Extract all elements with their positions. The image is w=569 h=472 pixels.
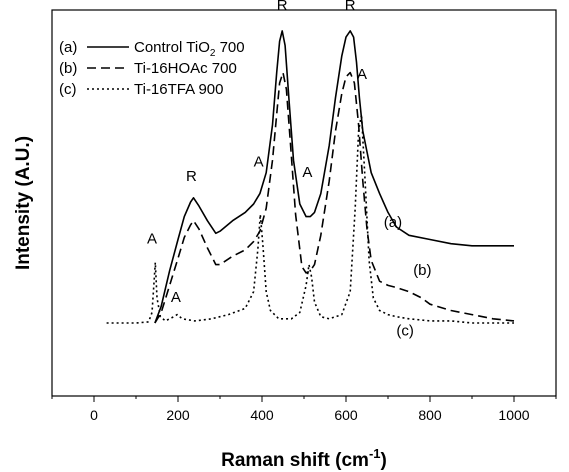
curve-label: (a) xyxy=(384,214,402,231)
y-axis-title: Intensity (A.U.) xyxy=(13,136,34,270)
peak-label: A xyxy=(171,289,181,306)
curve-label: (c) xyxy=(396,322,414,339)
x-axis-title: Raman shift (cm-1) xyxy=(221,446,387,471)
peak-label: R xyxy=(186,168,197,185)
x-tick-label: 800 xyxy=(418,407,442,423)
legend-prefix: (a) xyxy=(59,39,77,56)
peak-label: A xyxy=(357,66,367,83)
plot-axes: 0 200 400 600 800 1000 Raman shift (cm-1) Inten… xyxy=(13,9,557,471)
x-tick-label: 1000 xyxy=(498,407,529,423)
series-line-b xyxy=(154,71,515,324)
series-line-c xyxy=(106,113,514,324)
x-tick-label: 600 xyxy=(334,407,358,423)
legend-label: Ti-16TFA 900 xyxy=(134,81,224,98)
legend-entry: (a) Control TiO2 700 xyxy=(59,39,245,59)
curve-label: (b) xyxy=(413,262,431,279)
x-tick-label: 200 xyxy=(166,407,190,423)
series-line-a xyxy=(154,30,514,324)
series-layer xyxy=(106,30,515,324)
peak-label: A xyxy=(254,153,264,170)
x-tick-label: 400 xyxy=(250,407,274,423)
x-tick-label: 0 xyxy=(90,407,98,423)
legend-entry: (b) Ti-16HOAc 700 xyxy=(59,60,237,77)
legend: (a) Control TiO2 700 (b) Ti-16HOAc 700 (c) Ti… xyxy=(59,39,245,98)
peak-label: R xyxy=(277,0,288,14)
legend-entry: (c) Ti-16TFA 900 xyxy=(59,81,224,98)
peak-label: A xyxy=(147,231,157,248)
peak-label: R xyxy=(345,0,356,14)
peak-label: A xyxy=(302,164,312,181)
legend-prefix: (c) xyxy=(59,81,77,98)
legend-label: Ti-16HOAc 700 xyxy=(134,60,237,77)
legend-prefix: (b) xyxy=(59,60,77,77)
plot-frame xyxy=(51,9,557,397)
annotation-layer: R R A R A A A A (a) (b) (c) xyxy=(147,0,432,339)
legend-label: Control TiO2 700 xyxy=(134,39,245,59)
